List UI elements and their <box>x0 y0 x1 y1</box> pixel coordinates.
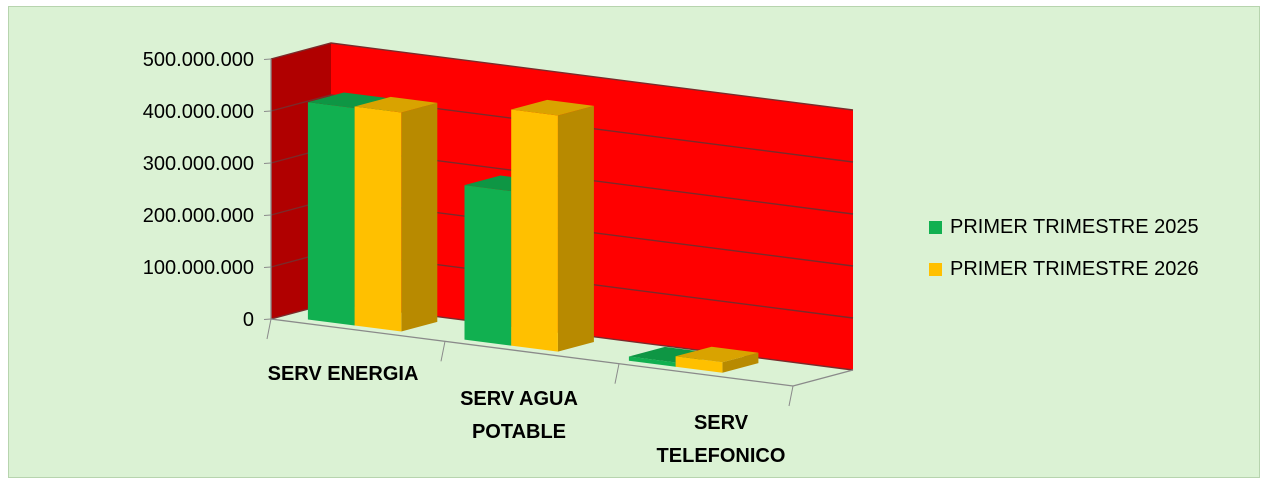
bar <box>675 346 759 373</box>
y-tick-mark <box>263 266 272 268</box>
legend-swatch-2026 <box>929 262 942 276</box>
x-tick-label: SERV TELEFONICO <box>657 412 786 467</box>
bar <box>511 99 594 352</box>
axes <box>263 58 854 407</box>
legend-label-2025: PRIMER TRIMESTRE 2025 <box>950 215 1199 238</box>
x-tick-mark <box>266 318 272 340</box>
x-tick-label-line: SERV AGUA <box>460 388 578 410</box>
legend-item-2026: PRIMER TRIMESTRE 2026 <box>929 255 1199 283</box>
x-tick-label-line: SERV ENERGIA <box>268 363 419 385</box>
bars <box>307 92 759 373</box>
bar-front <box>354 106 402 332</box>
y-tick-mark <box>263 58 272 60</box>
bar-top <box>354 96 438 113</box>
bar-front <box>307 102 355 326</box>
x-tick-label: SERV ENERGIA <box>268 363 419 385</box>
y-tick-label: 0 <box>243 309 254 331</box>
x-tick-label: SERV AGUA POTABLE <box>460 388 578 443</box>
x-axis-ticks: SERV ENERGIA SERV AGUA POTABLE SERV TELEFONI… <box>268 363 786 467</box>
bar-top <box>307 92 391 109</box>
x-tick-mark <box>788 385 794 407</box>
bar-front <box>675 356 723 373</box>
y-tick-mark <box>263 110 272 112</box>
bar-front <box>511 109 558 352</box>
bar-top <box>628 346 712 363</box>
bar-top <box>675 346 759 363</box>
y-axis-ticks: 0 100.000.000 200.000.000 300.000.000 400.00… <box>143 49 254 331</box>
bar-front <box>628 356 676 367</box>
legend: PRIMER TRIMESTRE 2025 PRIMER TRIMESTRE 2… <box>929 213 1199 297</box>
bar-top <box>511 99 594 116</box>
legend-item-2025: PRIMER TRIMESTRE 2025 <box>929 213 1199 241</box>
axis-lines <box>270 59 854 387</box>
chart-area: 0 100.000.000 200.000.000 300.000.000 400.00… <box>8 6 1260 478</box>
y-tick-mark <box>263 162 272 164</box>
gridline <box>270 42 854 111</box>
legend-swatch-2025 <box>929 220 942 234</box>
bar <box>354 96 438 332</box>
x-tick-label-line: TELEFONICO <box>657 445 786 467</box>
x-tick-mark <box>614 363 620 384</box>
chart-plot: 0 100.000.000 200.000.000 300.000.000 400.00… <box>143 42 854 467</box>
bar-side <box>722 352 759 373</box>
x-tick-mark <box>440 341 446 362</box>
bar-side <box>557 105 594 352</box>
y-tick-label: 400.000.000 <box>143 101 254 123</box>
y-tick-label: 200.000.000 <box>143 205 254 227</box>
y-tick-label: 300.000.000 <box>143 153 254 175</box>
bar-front <box>464 185 512 346</box>
y-tick-label: 100.000.000 <box>143 257 254 279</box>
y-tick-label: 500.000.000 <box>143 49 254 71</box>
x-tick-label-line: POTABLE <box>472 421 566 443</box>
x-tick-label-line: SERV <box>694 412 749 434</box>
y-tick-mark <box>263 214 272 216</box>
bar-side <box>401 102 438 332</box>
legend-label-2026: PRIMER TRIMESTRE 2026 <box>950 257 1199 280</box>
gridline <box>270 94 854 163</box>
y-tick-mark <box>263 318 272 320</box>
